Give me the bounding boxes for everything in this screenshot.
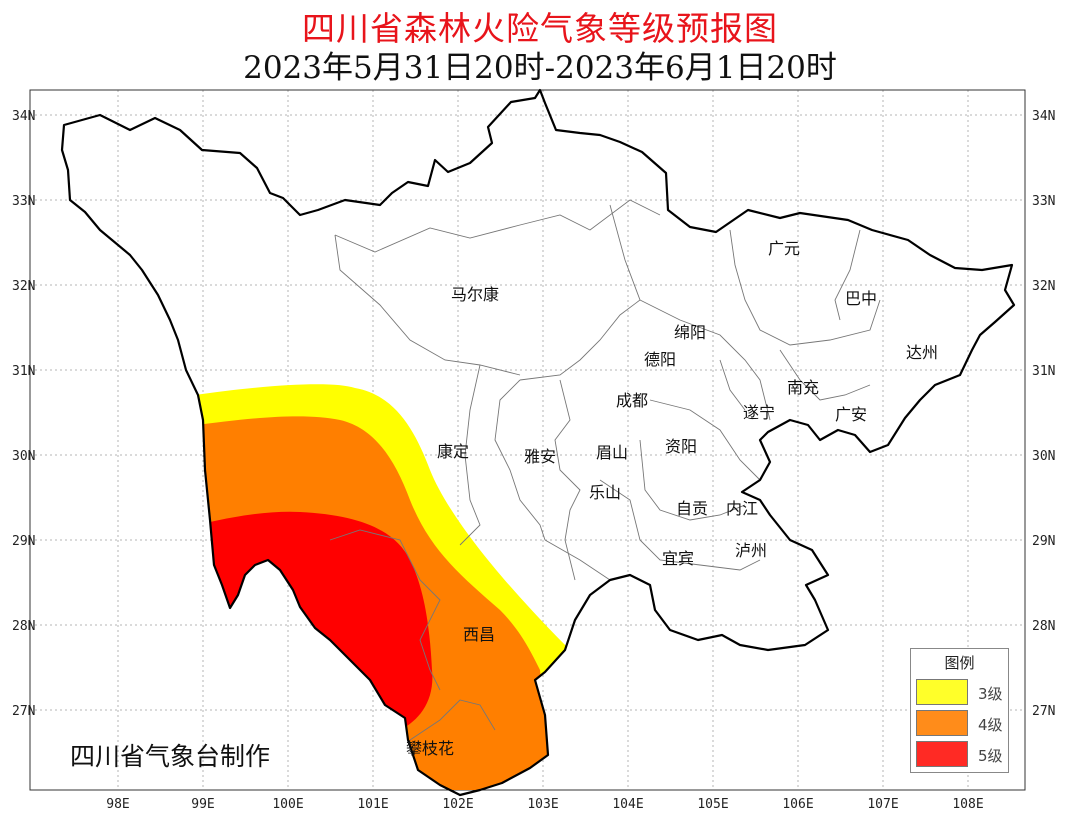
lon-tick: 103E [527,797,558,812]
map-subtitle: 2023年5月31日20时-2023年6月1日20时 [243,50,837,86]
city-label: 泸州 [735,541,767,560]
city-label: 德阳 [644,350,676,369]
city-label: 巴中 [845,289,877,308]
legend-item: 5级 [916,741,1006,767]
city-label: 西昌 [463,625,495,644]
lat-tick-right: 28N [1032,619,1055,634]
legend-swatch-level-4 [916,710,968,736]
city-label: 攀枝花 [406,739,454,758]
lon-tick: 99E [191,797,214,812]
lat-tick-right: 31N [1032,364,1055,379]
lat-tick-left: 30N [12,449,35,464]
city-label: 遂宁 [743,403,775,422]
legend-label: 3级 [978,685,1003,703]
axis-labels: 34N 33N 32N 31N 30N 29N 28N 27N 34N 33N … [12,109,1055,812]
legend-item: 3级 [916,679,1006,705]
risk-zones [150,384,570,790]
city-label: 康定 [437,442,469,461]
city-label: 广元 [768,239,800,258]
lon-tick: 100E [272,797,303,812]
city-label: 雅安 [524,447,556,466]
legend-title: 图例 [944,654,975,672]
lon-tick: 106E [782,797,813,812]
city-label: 马尔康 [451,285,499,304]
map-frame [29,89,1026,791]
lat-tick-right: 27N [1032,704,1055,719]
lat-tick-right: 34N [1032,109,1055,124]
lon-tick: 104E [612,797,643,812]
lat-tick-right: 33N [1032,194,1055,209]
city-label: 资阳 [665,437,697,456]
city-label: 内江 [726,499,758,518]
city-label: 宜宾 [662,549,694,568]
lon-tick: 98E [106,797,129,812]
lon-tick: 102E [442,797,473,812]
legend-item: 4级 [916,710,1006,736]
legend-label: 5级 [978,747,1003,765]
credit-text: 四川省气象台制作 [70,742,271,771]
lat-tick-left: 27N [12,704,35,719]
lat-tick-right: 30N [1032,449,1055,464]
lat-tick-left: 34N [12,109,35,124]
lat-tick-left: 33N [12,194,35,209]
city-label: 成都 [616,391,648,410]
city-labels: 广元 马尔康 巴中 绵阳 德阳 达州 南充 成都 遂宁 广安 康定 雅安 眉山 … [406,239,938,758]
city-label: 广安 [835,405,867,424]
lat-tick-left: 32N [12,279,35,294]
prefecture-borders [329,199,881,741]
lon-tick: 107E [867,797,898,812]
legend-label: 4级 [978,716,1003,734]
lon-tick: 108E [952,797,983,812]
lon-tick: 105E [697,797,728,812]
lat-tick-left: 31N [12,364,35,379]
city-label: 乐山 [589,483,621,502]
city-label: 自贡 [676,499,708,518]
province-boundary [60,88,1016,797]
legend: 图例 3级 4级 5级 [910,648,1009,773]
lat-tick-left: 28N [12,619,35,634]
city-label: 南充 [787,378,819,397]
city-label: 眉山 [596,443,628,462]
risk-zone-level-5 [150,511,433,760]
lat-tick-right: 29N [1032,534,1055,549]
lon-tick: 101E [357,797,388,812]
legend-swatch-level-3 [916,679,968,705]
lat-tick-left: 29N [12,534,35,549]
legend-swatch-level-5 [916,741,968,767]
city-label: 绵阳 [674,323,706,342]
lat-tick-right: 32N [1032,279,1055,294]
city-label: 达州 [906,343,938,362]
map-title: 四川省森林火险气象等级预报图 [302,9,778,48]
